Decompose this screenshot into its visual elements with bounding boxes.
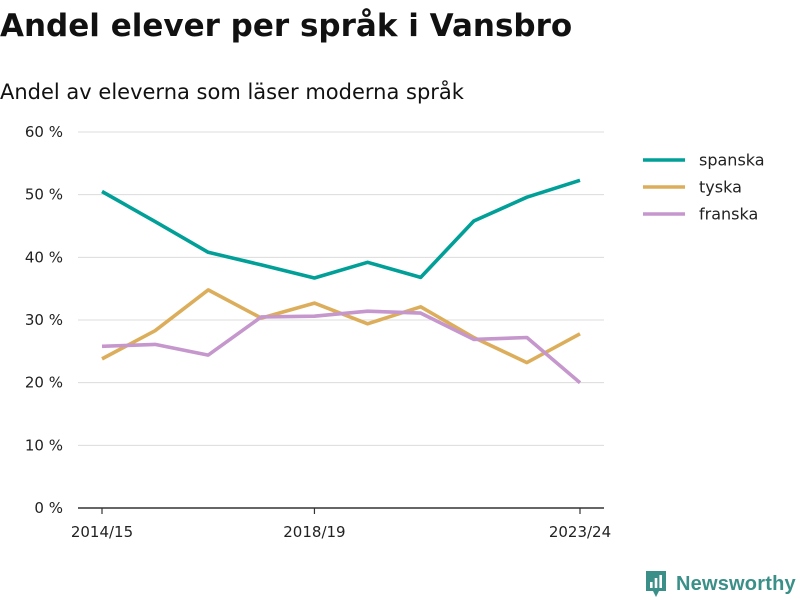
newsworthy-logo-icon	[646, 571, 666, 597]
legend-label-tyska: tyska	[699, 178, 742, 197]
chart-title: Andel elever per språk i Vansbro	[0, 8, 573, 44]
legend-label-spanska: spanska	[699, 151, 765, 170]
brand-name: Newsworthy	[676, 572, 796, 595]
y-tick-label: 30 %	[25, 311, 63, 329]
x-tick-label: 2018/19	[283, 523, 345, 541]
series-line-franska	[101, 309, 582, 385]
legend: spanska tyska franska	[643, 151, 765, 224]
x-tick-label: 2014/15	[71, 523, 133, 541]
legend-label-franska: franska	[699, 205, 758, 224]
y-tick-label: 20 %	[25, 374, 63, 392]
series-lines	[101, 178, 582, 385]
series-line-spanska	[101, 178, 581, 280]
y-tick-label: 50 %	[25, 186, 63, 204]
brand-logo[interactable]: Newsworthy	[644, 568, 796, 600]
y-tick-label: 10 %	[25, 436, 63, 454]
chart-subtitle: Andel av eleverna som läser moderna språ…	[0, 80, 464, 104]
y-tick-label: 0 %	[34, 499, 63, 517]
gridlines	[78, 131, 604, 446]
y-tick-label: 60 %	[25, 123, 63, 141]
series-line-tyska	[101, 288, 581, 365]
axes: 0 % 10 % 20 % 30 % 40 % 50 % 60 % 2014/15 2018/1…	[25, 123, 611, 541]
y-tick-label: 40 %	[25, 248, 63, 266]
x-tick-label: 2023/24	[549, 523, 611, 541]
